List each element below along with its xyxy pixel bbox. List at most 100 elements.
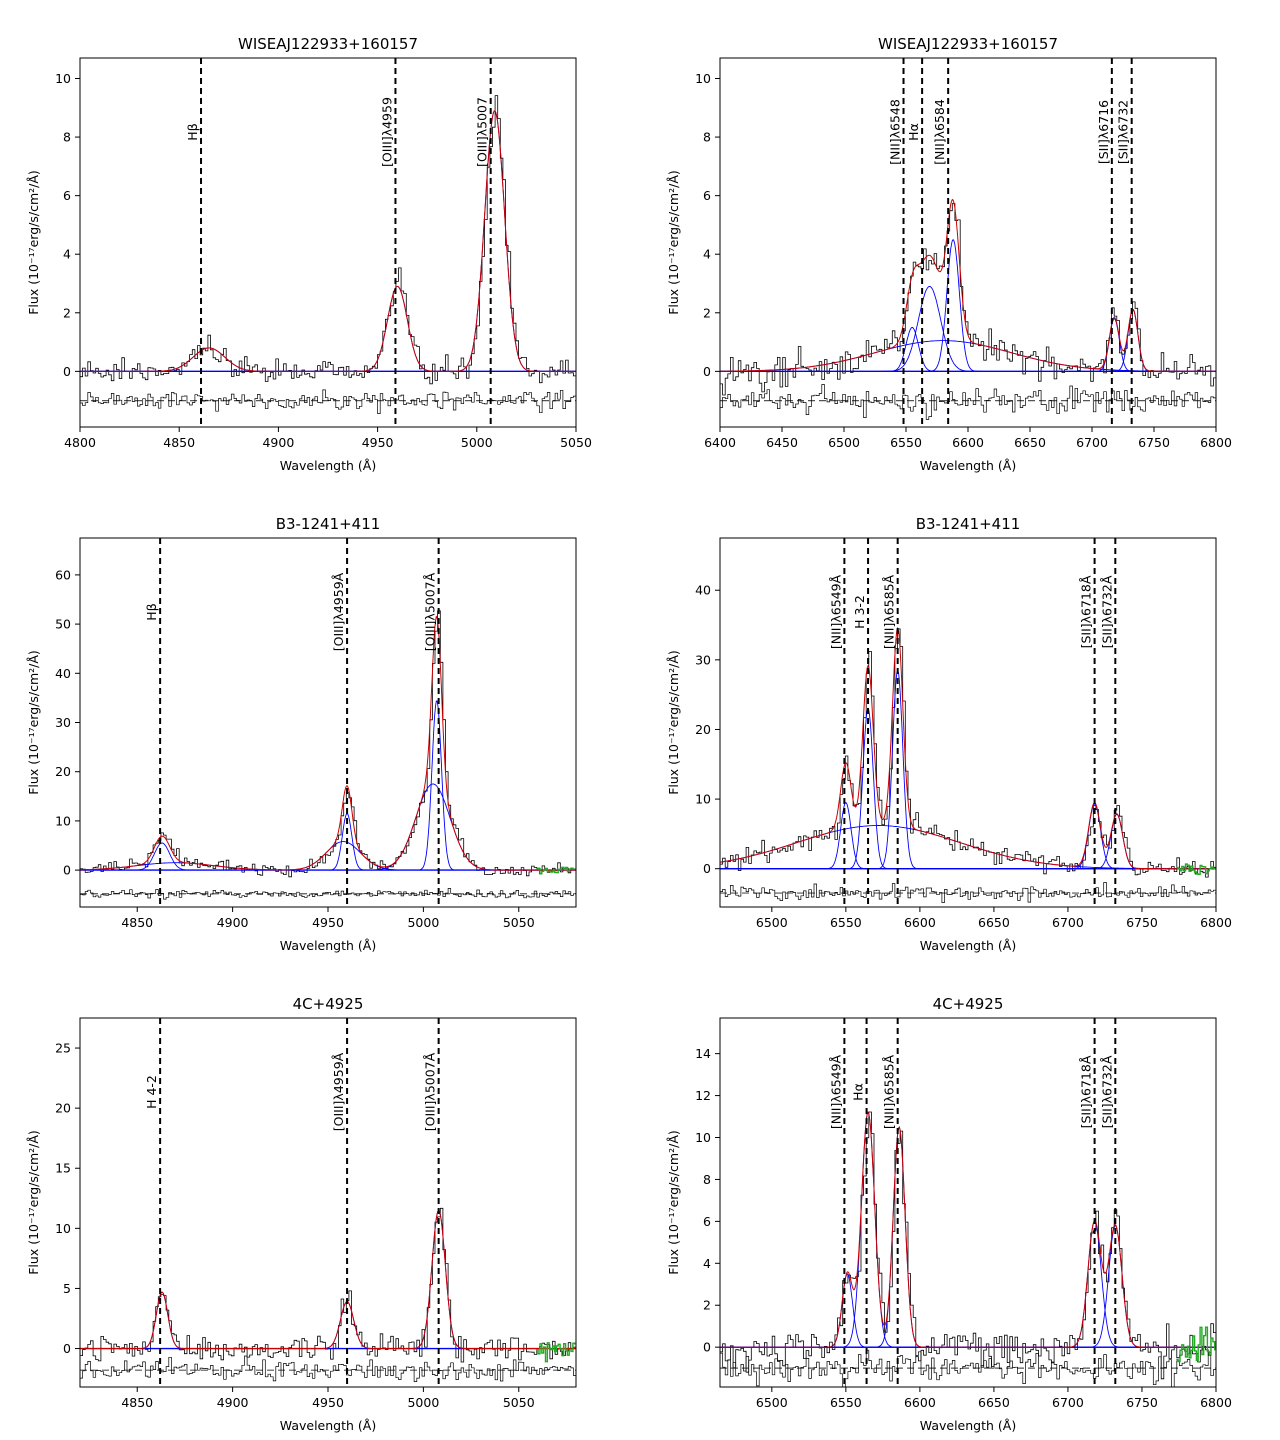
x-tick-label: 6600 (904, 915, 936, 930)
line-label-2: [OIII]λ4959Å (331, 572, 346, 651)
x-tick-label: 4850 (163, 435, 195, 450)
x-tick-label: 6800 (1200, 915, 1232, 930)
y-tick-label: 8 (703, 130, 711, 145)
line-label-5: [SII]λ6732Å (1099, 575, 1114, 648)
masked-region (536, 866, 576, 875)
masked-region (536, 1342, 576, 1363)
y-tick-label: 6 (63, 188, 71, 203)
x-tick-label: 5050 (560, 435, 592, 450)
panel-2: [NII]λ6548 Hα [NII]λ6584 [SII]λ6716 [SII]λ67… (666, 35, 1232, 473)
y-tick-label: 10 (55, 1221, 71, 1236)
line-label-3: [OIII]λ5007 (475, 97, 490, 167)
y-tick-label: 4 (63, 247, 71, 262)
axes-frame (719, 1017, 1217, 1388)
y-tick-label: 8 (63, 130, 71, 145)
panel-title: 4C+4925 (293, 995, 364, 1013)
gaussian-component-6 (80, 783, 576, 871)
x-axis-label: Wavelength (Å) (280, 1418, 376, 1433)
residual-spectrum (720, 882, 1216, 903)
x-tick-label: 6700 (1076, 435, 1108, 450)
y-tick-label: 0 (703, 364, 711, 379)
y-tick-label: 10 (55, 71, 71, 86)
y-tick-label: 5 (63, 1281, 71, 1296)
y-tick-label: 10 (695, 1130, 711, 1145)
y-tick-label: 14 (695, 1046, 711, 1061)
line-label-5: [SII]λ6732Å (1099, 1055, 1114, 1128)
line-label-3: [OIII]λ5007Å (423, 572, 438, 651)
x-tick-label: 6400 (704, 435, 736, 450)
x-axis-label: Wavelength (Å) (920, 458, 1016, 473)
observed-spectrum (80, 1207, 576, 1363)
x-tick-label: 6750 (1126, 1395, 1158, 1410)
gaussian-component-5 (720, 1224, 1216, 1348)
gaussian-component-6 (720, 813, 1216, 870)
line-label-1: H 4-2 (144, 1075, 159, 1109)
x-tick-label: 6650 (978, 1395, 1010, 1410)
y-tick-label: 10 (55, 813, 71, 828)
plot-area (720, 1111, 1216, 1387)
x-tick-label: 4950 (312, 1395, 344, 1410)
y-tick-label: 30 (55, 715, 71, 730)
x-tick-label: 6650 (978, 915, 1010, 930)
y-tick-label: 40 (695, 583, 711, 598)
gaussian-component-3 (80, 110, 576, 372)
masked-region (1176, 1326, 1216, 1363)
y-tick-label: 4 (703, 247, 711, 262)
x-tick-label: 5000 (461, 435, 493, 450)
residual-spectrum (720, 1349, 1216, 1387)
y-tick-label: 0 (703, 861, 711, 876)
x-tick-label: 6750 (1126, 915, 1158, 930)
x-tick-label: 6500 (756, 1395, 788, 1410)
y-tick-label: 15 (55, 1161, 71, 1176)
plot-area (80, 610, 576, 900)
x-tick-label: 6650 (1014, 435, 1046, 450)
x-tick-label: 5050 (503, 1395, 535, 1410)
line-label-3: [NII]λ6584 (932, 99, 947, 165)
x-tick-label: 6750 (1138, 435, 1170, 450)
line-label-4: [SII]λ6716 (1096, 100, 1111, 164)
line-label-2: [OIII]λ4959Å (331, 1052, 346, 1131)
x-tick-label: 4800 (64, 435, 96, 450)
y-tick-label: 60 (55, 567, 71, 582)
gaussian-component-3 (720, 668, 1216, 870)
gaussian-component-1 (80, 1291, 576, 1349)
line-label-2: [OIII]λ4959 (379, 97, 394, 167)
y-tick-label: 0 (63, 863, 71, 878)
x-axis-label: Wavelength (Å) (280, 938, 376, 953)
x-tick-label: 4900 (262, 435, 294, 450)
x-tick-label: 4900 (217, 1395, 249, 1410)
panel-title: 4C+4925 (933, 995, 1004, 1013)
y-tick-label: 10 (695, 71, 711, 86)
y-tick-label: 25 (55, 1041, 71, 1056)
observed-spectrum (720, 1111, 1216, 1380)
x-tick-label: 6550 (830, 915, 862, 930)
y-tick-label: 6 (703, 1214, 711, 1229)
line-label-1: [NII]λ6549Å (828, 574, 843, 649)
line-label-4: [SII]λ6718Å (1079, 1055, 1094, 1128)
y-tick-label: 12 (695, 1088, 711, 1103)
line-label-3: [OIII]λ5007Å (423, 1052, 438, 1131)
total-fit (720, 1111, 1216, 1348)
x-tick-label: 4850 (121, 915, 153, 930)
x-axis-label: Wavelength (Å) (280, 458, 376, 473)
line-label-3: [NII]λ6585Å (882, 1054, 897, 1129)
line-label-1: Hβ (185, 123, 200, 140)
panel-title: WISEAJ122933+160157 (238, 35, 418, 53)
residual-spectrum (720, 384, 1216, 420)
observed-spectrum (720, 628, 1216, 878)
gaussian-component-5 (720, 803, 1216, 870)
total-fit (80, 1209, 576, 1349)
axes-frame (79, 1017, 577, 1388)
gaussian-component-2 (80, 285, 576, 372)
y-tick-label: 0 (63, 1341, 71, 1356)
x-axis-label: Wavelength (Å) (920, 938, 1016, 953)
masked-region (1176, 863, 1216, 875)
gaussian-component-1 (80, 347, 576, 372)
line-label-3: [NII]λ6585Å (882, 574, 897, 649)
x-tick-label: 6800 (1200, 435, 1232, 450)
line-label-4: [SII]λ6718Å (1079, 575, 1094, 648)
y-tick-label: 6 (703, 188, 711, 203)
line-label-2: H 3-2 (852, 595, 867, 629)
line-label-5: [SII]λ6732 (1116, 100, 1131, 164)
